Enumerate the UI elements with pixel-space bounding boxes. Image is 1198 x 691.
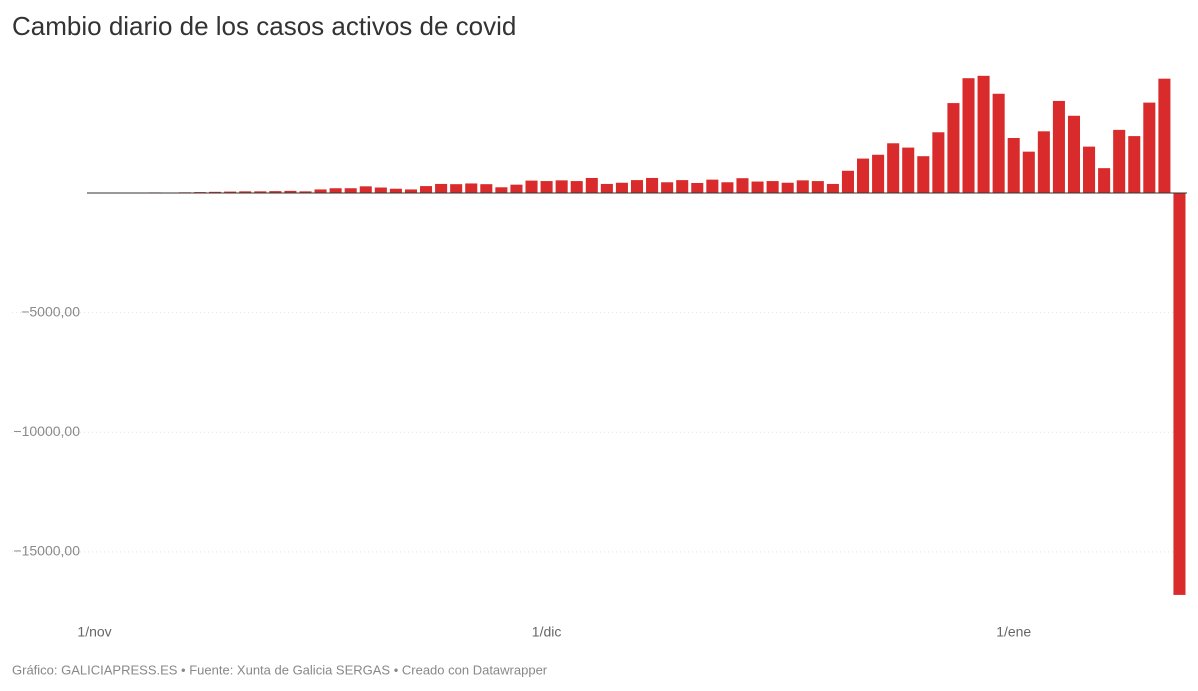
bar: [435, 183, 448, 194]
bar: [239, 191, 252, 194]
y-tick-label: −5000,00: [21, 303, 80, 319]
bar: [932, 132, 945, 194]
bar: [721, 182, 734, 194]
bar: [887, 143, 900, 194]
bar: [1173, 193, 1186, 595]
bar: [630, 180, 644, 194]
bar: [314, 189, 327, 194]
bar: [977, 75, 990, 194]
bar: [796, 180, 809, 194]
bar: [1037, 131, 1050, 194]
bar: [676, 180, 689, 194]
bar: [389, 188, 402, 194]
bar: [811, 181, 824, 194]
bar: [329, 188, 342, 194]
bar: [992, 93, 1005, 194]
bar: [480, 184, 493, 194]
bar: [1113, 129, 1126, 194]
bar: [857, 158, 870, 194]
bar: [1128, 136, 1141, 194]
bar: [555, 180, 568, 194]
bar: [254, 191, 267, 194]
x-tick-label: 1/dic: [532, 624, 562, 640]
bar: [1007, 138, 1020, 194]
bar: [359, 186, 372, 194]
bar: [917, 156, 930, 194]
bar: [344, 188, 357, 194]
bar: [570, 181, 583, 194]
bar: [420, 186, 433, 194]
bar: [841, 170, 854, 194]
bar: [465, 183, 478, 194]
bar: [374, 187, 387, 194]
bar: [615, 182, 628, 194]
x-tick-label: 1/nov: [77, 624, 111, 640]
bar: [781, 182, 794, 194]
bar: [1083, 146, 1096, 194]
bar: [404, 189, 417, 194]
bar: [585, 177, 598, 194]
bar: [1143, 102, 1156, 194]
bar: [736, 178, 749, 194]
bar: [540, 181, 553, 194]
bar: [706, 179, 719, 194]
bar: [1098, 168, 1111, 194]
bar: [269, 191, 282, 194]
bar: [525, 180, 538, 194]
bar: [450, 184, 463, 194]
bar: [495, 187, 508, 194]
bar: [962, 78, 975, 194]
bar: [1052, 100, 1065, 194]
bar: [284, 190, 297, 194]
bar: [209, 191, 222, 194]
bar: [902, 147, 915, 194]
y-tick-label: −10000,00: [13, 423, 80, 439]
y-tick-label: −15000,00: [13, 543, 80, 559]
bar: [826, 183, 839, 194]
x-tick-label: 1/ene: [996, 624, 1031, 640]
bar: [1022, 151, 1035, 194]
bar: [947, 103, 960, 194]
bar: [600, 183, 613, 194]
bar: [691, 182, 704, 194]
bar: [1067, 115, 1081, 194]
chart-title: Cambio diario de los casos activos de co…: [12, 11, 516, 41]
bar: [751, 181, 764, 194]
bar: [872, 154, 885, 194]
bar: [1158, 78, 1171, 194]
bar: [661, 182, 674, 194]
bar: [766, 181, 779, 194]
bar: [224, 191, 237, 194]
bar: [299, 191, 312, 194]
bar: [646, 177, 659, 194]
footer: Gráfico: GALICIAPRESS.ES • Fuente: Xunta…: [12, 662, 548, 677]
bar: [510, 184, 523, 194]
